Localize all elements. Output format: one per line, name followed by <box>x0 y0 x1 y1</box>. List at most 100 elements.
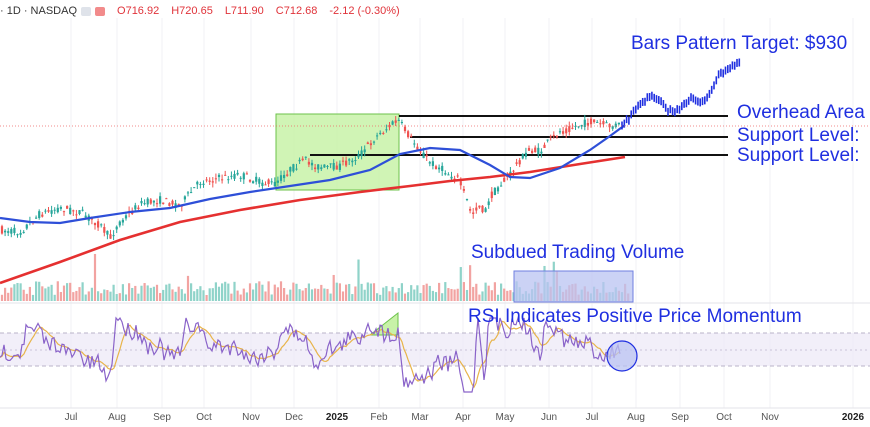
candle-body <box>289 167 292 172</box>
candle-body <box>7 231 10 233</box>
volume-bar <box>41 286 44 301</box>
rsi-highlight <box>368 311 399 336</box>
candle-body <box>205 179 208 181</box>
eye-icon[interactable] <box>81 6 92 16</box>
overhead-area-label: Overhead Area <box>737 102 865 123</box>
volume-bar <box>47 286 50 301</box>
x-tick-label: Mar <box>411 412 429 423</box>
ma-50-line <box>0 124 626 225</box>
candle-body <box>537 147 540 155</box>
candle-body <box>596 121 599 123</box>
change-value: -2.12 (-0.30%) <box>329 5 400 17</box>
candle-body <box>121 219 124 223</box>
high-value: H720.65 <box>171 5 213 17</box>
volume-bar <box>106 290 109 301</box>
candle-body <box>617 122 620 125</box>
volume-bar <box>400 283 403 301</box>
volume-bar <box>10 287 13 301</box>
volume-bar <box>183 293 186 301</box>
candle-body <box>267 179 270 185</box>
candle-body <box>512 170 515 172</box>
x-tick-label: Sep <box>671 412 689 423</box>
volume-bar <box>205 294 208 301</box>
candle-body <box>335 165 338 170</box>
candle-body <box>605 122 608 124</box>
candle-body <box>252 181 255 184</box>
volume-bar <box>149 287 152 301</box>
volume-bar <box>332 274 335 301</box>
volume-bar <box>0 294 4 301</box>
x-tick-label: Jul <box>64 412 78 423</box>
candle-body <box>422 152 425 159</box>
candle-body <box>534 147 537 153</box>
flag-icon[interactable] <box>95 6 106 16</box>
x-tick-label: Aug <box>627 412 645 423</box>
volume-bar <box>4 287 7 301</box>
volume-bar <box>255 283 258 301</box>
candle-body <box>230 175 233 177</box>
candle-body <box>614 123 617 128</box>
volume-bar <box>348 283 351 301</box>
candle-body <box>190 192 193 194</box>
volume-bar <box>75 290 78 301</box>
volume-bar <box>351 294 354 301</box>
candle-body <box>13 227 16 234</box>
candle-body <box>283 174 286 179</box>
volume-bar <box>155 284 159 301</box>
volume-bar <box>53 294 56 301</box>
candle-body <box>137 207 140 210</box>
volume-bar <box>410 285 413 301</box>
volume-bar <box>261 284 264 301</box>
candle-body <box>214 178 217 180</box>
candle-body <box>140 201 143 204</box>
candle-body <box>0 226 4 234</box>
volume-bar <box>385 286 388 301</box>
candle-body <box>577 126 580 128</box>
volume-bar <box>456 288 459 301</box>
candle-body <box>391 121 394 125</box>
candle-body <box>143 203 146 205</box>
volume-bar <box>416 285 419 301</box>
candle-body <box>400 121 403 123</box>
candle-body <box>19 232 22 235</box>
candle-body <box>239 177 242 179</box>
candle-body <box>518 160 521 165</box>
candle-body <box>366 142 369 145</box>
candle-body <box>217 174 221 178</box>
volume-bar <box>236 290 239 301</box>
volume-bar <box>338 283 341 301</box>
volume-bar <box>335 282 338 301</box>
candle-body <box>475 207 478 211</box>
candle-body <box>382 132 385 134</box>
volume-bar <box>431 290 434 301</box>
volume-bar <box>419 293 422 301</box>
volume-bar <box>28 286 31 301</box>
volume-bar <box>177 286 180 301</box>
candle-body <box>35 217 38 219</box>
candle-body <box>100 224 103 226</box>
rsi-ma-line <box>0 320 621 389</box>
candle-body <box>369 143 372 146</box>
candle-body <box>134 205 137 210</box>
candle-body <box>298 159 301 162</box>
volume-bar <box>121 284 124 301</box>
volume-bar <box>112 284 115 301</box>
ma-200-line <box>0 155 626 285</box>
volume-bar <box>227 283 230 301</box>
candle-body <box>413 143 416 145</box>
candle-body <box>106 230 109 235</box>
candle-body <box>394 120 397 123</box>
volume-bar <box>25 293 28 301</box>
candle-body <box>47 210 50 212</box>
candle-body <box>97 221 100 228</box>
candle-body <box>338 163 341 170</box>
volume-bar <box>224 281 227 301</box>
candle-body <box>332 162 335 170</box>
candle-body <box>571 127 574 129</box>
volume-bar <box>403 293 407 301</box>
candle-body <box>245 173 248 175</box>
candle-body <box>69 207 72 215</box>
candle-body <box>38 211 41 218</box>
x-tick-label: May <box>495 412 515 423</box>
